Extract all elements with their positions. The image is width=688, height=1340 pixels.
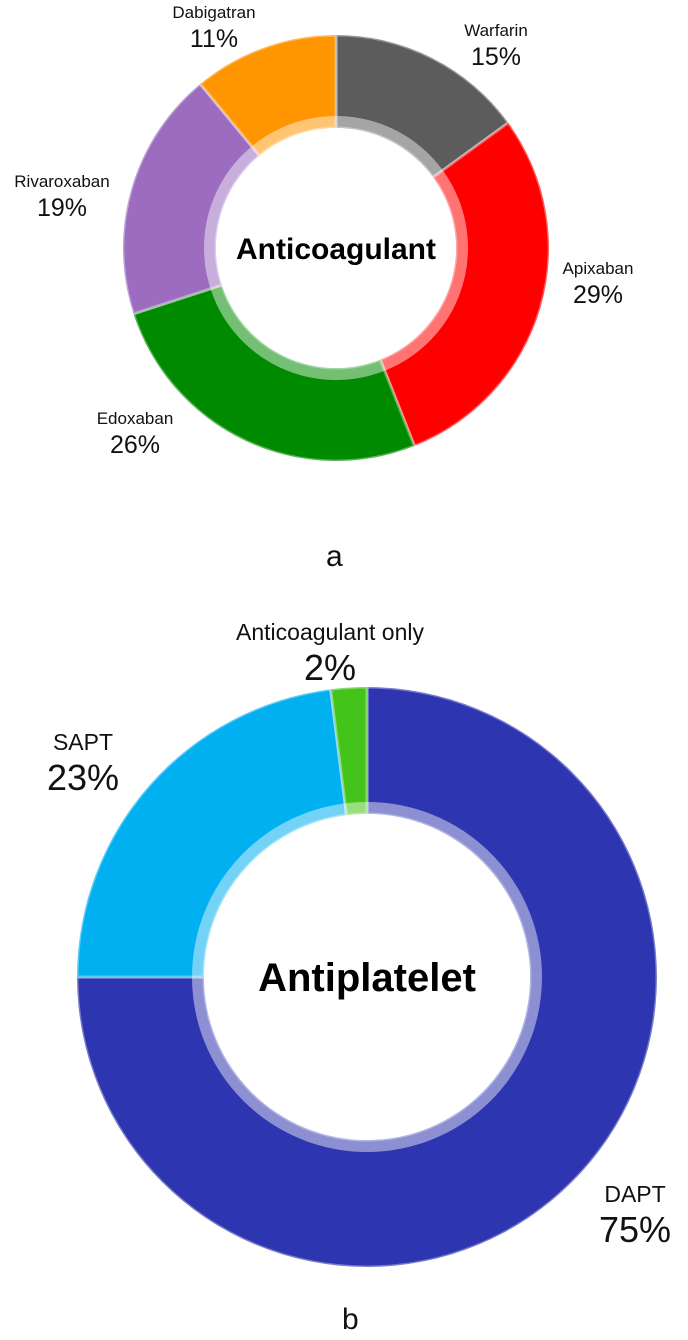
panel-label-b: b: [342, 1303, 359, 1336]
anticoagulant-donut-hole: [216, 128, 456, 368]
anticoagulant-labels: Warfarin 15% Apixaban 29% Edoxaban 26% Rivarox…: [14, 3, 633, 459]
slice-label-dabigatran: Dabigatran: [172, 3, 255, 22]
slice-label-edoxaban: Edoxaban: [97, 409, 174, 428]
antiplatelet-slices: [75, 685, 659, 1269]
donut-inner-ring: [192, 802, 542, 1152]
slice-label-warfarin: Warfarin: [464, 21, 528, 40]
slice-label-apixaban: Apixaban: [563, 259, 634, 278]
antiplatelet-donut-hole: [204, 814, 530, 1140]
slice-percent-dabigatran: 11%: [190, 25, 238, 53]
slice-label-anticoagulant-only: Anticoagulant only: [236, 619, 424, 645]
slice-percent-edoxaban: 26%: [110, 431, 160, 459]
slice-percent-dapt: 75%: [599, 1209, 671, 1250]
panel-label-a: a: [326, 540, 343, 573]
slice-percent-apixaban: 29%: [573, 281, 623, 309]
anticoagulant-slices: [121, 33, 551, 463]
slice-label-rivaroxaban: Rivaroxaban: [14, 172, 109, 191]
slice-label-sapt: SAPT: [53, 729, 113, 755]
anticoagulant-donut-chart: Anticoagulant Warfarin 15% Apixaban 29% Edox…: [14, 3, 633, 463]
slice-percent-rivaroxaban: 19%: [37, 194, 87, 222]
antiplatelet-center-label: Antiplatelet: [258, 956, 476, 1000]
anticoagulant-center-label: Anticoagulant: [236, 233, 436, 266]
slice-label-dapt: DAPT: [604, 1181, 665, 1207]
donut-inner-ring: [204, 116, 468, 380]
slice-percent-anticoagulant-only: 2%: [304, 647, 356, 688]
slice-percent-sapt: 23%: [47, 757, 119, 798]
slice-percent-warfarin: 15%: [471, 43, 521, 71]
